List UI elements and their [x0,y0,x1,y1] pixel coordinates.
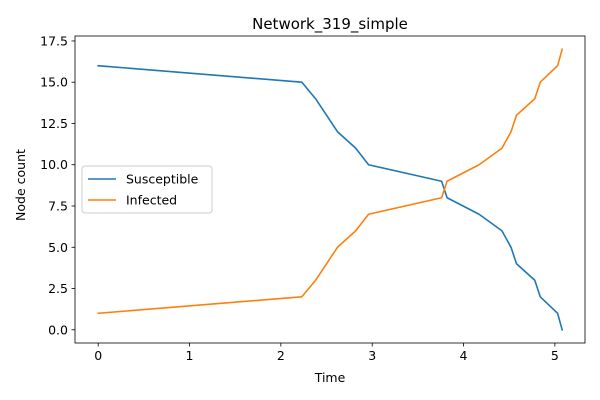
y-tick-label: 7.5 [48,199,68,214]
y-tick-label: 0.0 [48,322,68,337]
x-tick-label: 0 [94,348,102,363]
series-line-infected [97,48,564,315]
x-tick-label: 3 [368,348,376,363]
chart-title: Network_319_simple [252,15,408,34]
y-tick-label: 15.0 [40,75,68,90]
y-tick-label: 5.0 [48,240,68,255]
series-line-susceptible [97,64,564,331]
x-axis-label: Time [314,370,346,385]
legend-label-infected: Infected [126,193,177,208]
axes-frame [74,35,586,344]
y-tick-label: 17.5 [40,33,68,48]
y-axis-label: Node count [13,149,28,221]
legend-label-susceptible: Susceptible [126,172,199,187]
legend: Susceptible Infected [81,165,213,214]
x-tick-label: 4 [460,348,468,363]
y-tick-label: 12.5 [40,116,68,131]
x-tick-label: 5 [551,348,559,363]
x-tick-label: 2 [277,348,285,363]
plot-area [97,48,564,331]
axes: 0 1 2 3 4 5 0.0 2.5 5.0 7.5 10.0 12.5 15.0 17.5 [40,33,586,363]
y-tick-label: 10.0 [40,157,68,172]
y-tick-label: 2.5 [48,281,68,296]
x-tick-label: 1 [186,348,194,363]
legend-box [81,165,213,214]
